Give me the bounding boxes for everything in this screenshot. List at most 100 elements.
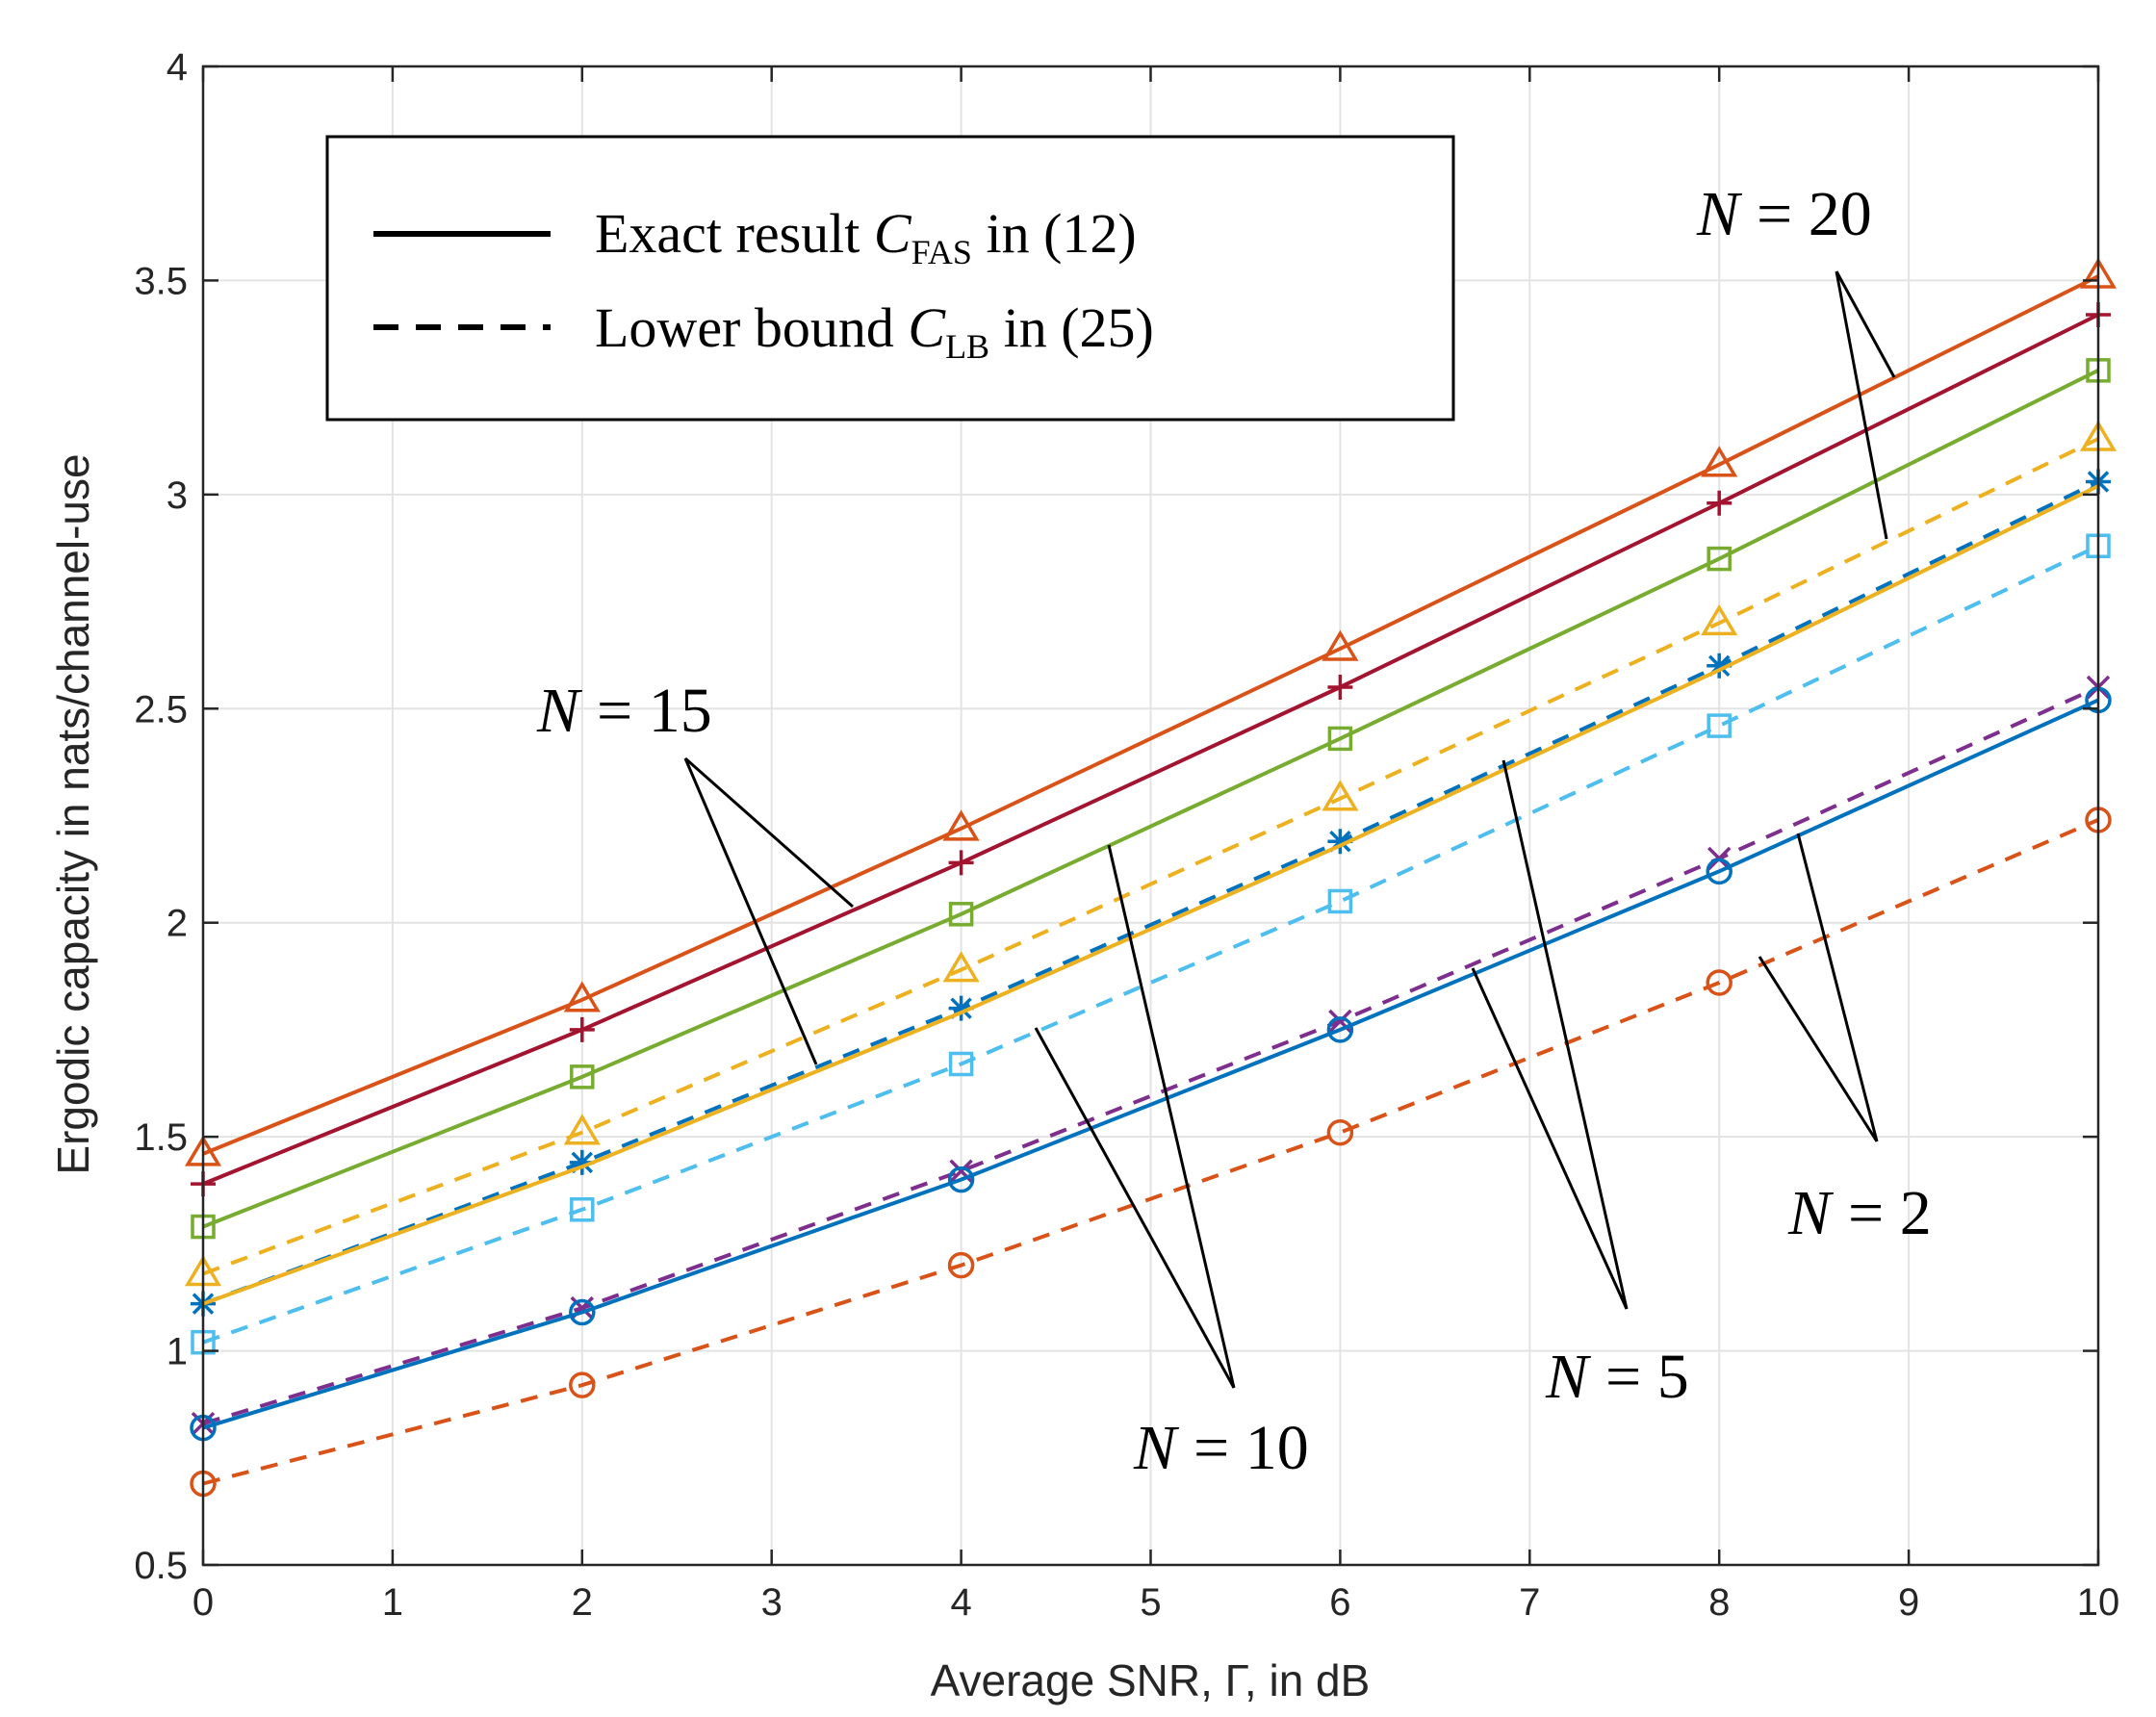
legend: Exact result CFAS in (12) Lower bound CL… bbox=[325, 135, 1455, 422]
annotation-pointers bbox=[683, 270, 1896, 1389]
svg-text:N= 5: N = 5 bbox=[1545, 1342, 1689, 1412]
x-tick-label: 5 bbox=[1140, 1581, 1161, 1624]
svg-text:N= 10: N = 10 bbox=[1133, 1413, 1309, 1483]
series-layer bbox=[184, 257, 2118, 1498]
pointer-n10-a bbox=[1107, 844, 1236, 1389]
annotation-n15-var: N bbox=[536, 676, 583, 746]
annotation-n10: N = 10 bbox=[1133, 1413, 1309, 1483]
y-tick-label: 3 bbox=[167, 474, 188, 517]
pointer-n20-b bbox=[1835, 270, 1888, 540]
series-8-marker bbox=[947, 1166, 975, 1193]
x-axis-label: Average SNR, Γ, in dB bbox=[931, 1655, 1371, 1705]
series-0-marker bbox=[563, 981, 601, 1012]
series-8 bbox=[190, 686, 2112, 1442]
legend-lower-subscript: LB bbox=[945, 327, 989, 366]
series-0-line bbox=[202, 274, 2099, 1156]
legend-box bbox=[325, 135, 1455, 422]
x-tick-label: 1 bbox=[382, 1581, 403, 1624]
series-9-marker bbox=[569, 1371, 596, 1398]
legend-exact-prefix: Exact result bbox=[595, 202, 874, 265]
pointer-n15-b bbox=[683, 757, 818, 1065]
y-tick-label: 3.5 bbox=[134, 260, 188, 302]
legend-lower-suffix: in (25) bbox=[989, 296, 1154, 359]
pointer-n5-b bbox=[1471, 967, 1629, 1310]
y-tick-label: 1.5 bbox=[134, 1116, 188, 1159]
annotation-n2-text: = 2 bbox=[1848, 1178, 1932, 1248]
series-4-marker bbox=[569, 1149, 595, 1175]
pointer-n5-a bbox=[1502, 759, 1629, 1310]
series-6-marker bbox=[1707, 713, 1732, 738]
series-4-marker bbox=[1707, 653, 1732, 679]
series-3-marker bbox=[1701, 603, 1738, 636]
series-6-line bbox=[202, 544, 2099, 1345]
series-3-line bbox=[202, 437, 2099, 1276]
x-tick-label: 10 bbox=[2077, 1581, 2120, 1624]
legend-exact-subscript: FAS bbox=[911, 233, 972, 271]
pointer-n2-a bbox=[1796, 833, 1879, 1142]
series-9-line bbox=[202, 818, 2099, 1486]
legend-entry-lower: Lower bound CLB in (25) bbox=[595, 296, 1154, 366]
annotation-n2-var: N bbox=[1787, 1178, 1835, 1248]
x-tick-label: 4 bbox=[950, 1581, 971, 1624]
series-6 bbox=[191, 533, 2111, 1355]
series-1-marker bbox=[948, 850, 974, 876]
series-2-marker bbox=[1707, 546, 1732, 572]
y-tick-label: 2 bbox=[167, 903, 188, 945]
legend-lower-prefix: Lower bound bbox=[595, 296, 908, 359]
annotation-n20-var: N bbox=[1696, 179, 1743, 249]
series-0-marker bbox=[1701, 446, 1738, 477]
y-tick-label: 4 bbox=[167, 46, 188, 89]
annotation-n15-text: = 15 bbox=[597, 676, 712, 746]
series-5-line bbox=[202, 484, 2099, 1306]
series-1-marker bbox=[569, 1016, 595, 1042]
annotation-n5: N = 5 bbox=[1545, 1342, 1689, 1412]
tick-labels: 0 1 2 3 4 5 6 7 8 9 10 0.5 1 1.5 2 2.5 3 3.5 4 bbox=[134, 46, 2119, 1624]
series-3-marker bbox=[1322, 780, 1359, 811]
series-1-marker bbox=[1327, 675, 1353, 701]
x-tick-label: 3 bbox=[761, 1581, 783, 1624]
pointer-n10-b bbox=[1034, 1027, 1236, 1389]
annotation-n10-var: N bbox=[1133, 1413, 1180, 1483]
series-1-line bbox=[202, 313, 2099, 1186]
series-3-marker bbox=[942, 951, 980, 983]
x-tick-label: 6 bbox=[1329, 1581, 1350, 1624]
series-4-marker bbox=[1327, 829, 1353, 855]
y-tick-label: 2.5 bbox=[134, 688, 188, 730]
series-1-marker bbox=[1707, 490, 1732, 516]
annotation-n20: N = 20 bbox=[1696, 179, 1872, 249]
series-6-marker bbox=[948, 1051, 974, 1077]
svg-text:N= 2: N = 2 bbox=[1787, 1178, 1932, 1248]
x-tick-label: 0 bbox=[192, 1581, 214, 1624]
series-8-line bbox=[202, 698, 2099, 1430]
pointer-n2-b bbox=[1758, 956, 1879, 1142]
series-7-line bbox=[202, 685, 2099, 1426]
legend-entry-exact: Exact result CFAS in (12) bbox=[595, 202, 1137, 271]
series-5 bbox=[202, 484, 2099, 1306]
series-2-marker bbox=[570, 1064, 595, 1089]
series-4-line bbox=[202, 479, 2099, 1306]
series-0-marker bbox=[942, 809, 980, 841]
series-2-marker bbox=[948, 902, 974, 927]
legend-exact-suffix: in (12) bbox=[972, 202, 1137, 265]
series-9-marker bbox=[1706, 969, 1732, 996]
legend-exact-symbol: C bbox=[874, 202, 912, 265]
y-tick-label: 1 bbox=[167, 1331, 188, 1373]
x-tick-label: 7 bbox=[1519, 1581, 1540, 1624]
series-6-marker bbox=[570, 1197, 595, 1222]
annotation-n5-text: = 5 bbox=[1605, 1342, 1689, 1412]
pointer-n15-a bbox=[684, 756, 854, 909]
series-0-marker bbox=[1322, 629, 1359, 661]
series-4-marker bbox=[948, 995, 974, 1021]
series-8-marker bbox=[1326, 1016, 1354, 1043]
series-2-line bbox=[202, 369, 2099, 1229]
pointer-n20-a bbox=[1835, 270, 1896, 378]
x-tick-label: 2 bbox=[572, 1581, 593, 1624]
series-9-marker bbox=[947, 1251, 975, 1279]
svg-text:N= 20: N = 20 bbox=[1696, 179, 1872, 249]
series-9-marker bbox=[1326, 1118, 1354, 1146]
annotation-n20-text: = 20 bbox=[1757, 179, 1872, 249]
series-6-marker bbox=[1327, 888, 1353, 914]
series-8-marker bbox=[569, 1298, 596, 1326]
x-tick-label: 8 bbox=[1708, 1581, 1730, 1624]
